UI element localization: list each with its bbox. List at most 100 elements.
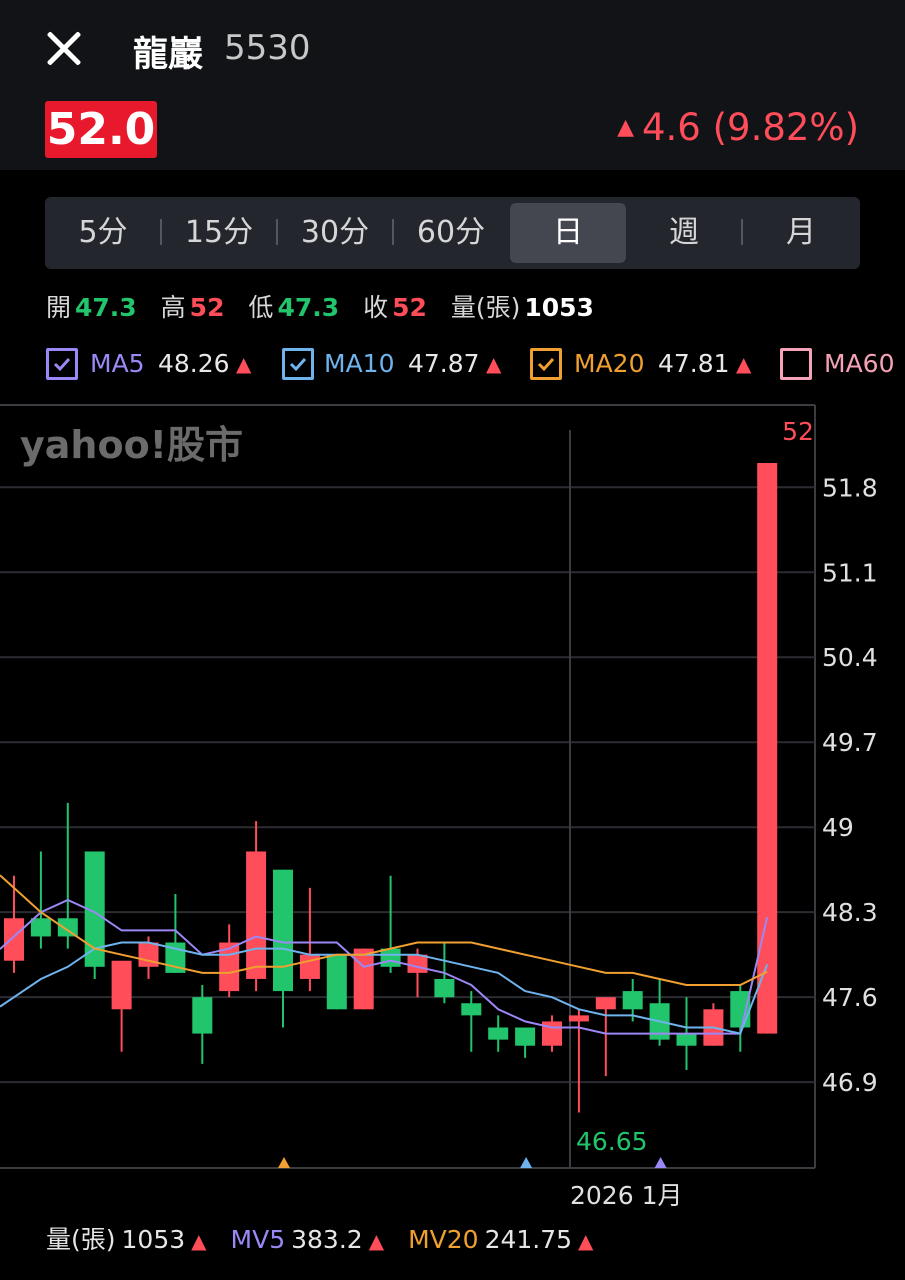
candle-body bbox=[461, 1003, 482, 1016]
event-marker-icon bbox=[654, 1157, 667, 1168]
candle-body bbox=[353, 948, 374, 1010]
candle bbox=[4, 875, 24, 973]
ma5-value: 48.26 bbox=[158, 349, 230, 378]
up-arrow-icon: ▲ bbox=[617, 115, 634, 140]
mv5-value: 383.2 bbox=[291, 1225, 363, 1254]
open-value: 47.3 bbox=[75, 293, 137, 322]
candle bbox=[326, 954, 347, 1010]
candle-body bbox=[273, 869, 293, 992]
stock-code: 5530 bbox=[224, 28, 311, 68]
volume-value: 1053 bbox=[524, 293, 594, 322]
ma20-line-edge bbox=[0, 874, 15, 889]
min-price-label: 46.65 bbox=[576, 1127, 648, 1156]
up-arrow-icon: ▲ bbox=[191, 1229, 207, 1253]
low-value: 47.3 bbox=[277, 293, 340, 322]
period-5min[interactable]: 5分 bbox=[78, 215, 128, 250]
candle-body bbox=[4, 918, 24, 961]
period-30min[interactable]: 30分 bbox=[300, 215, 370, 250]
candle bbox=[730, 985, 751, 1052]
period-week[interactable]: 週 bbox=[669, 215, 699, 250]
ma-legend: MA5 48.26 ▲ MA10 47.87 ▲ MA20 47.81 ▲ MA… bbox=[46, 346, 905, 382]
candle bbox=[515, 1027, 536, 1058]
candle-body bbox=[192, 997, 213, 1034]
divider bbox=[741, 219, 743, 245]
candle-body bbox=[111, 960, 132, 1010]
candle-body bbox=[488, 1027, 509, 1040]
candle bbox=[461, 991, 482, 1052]
candle-body bbox=[595, 997, 616, 1010]
candlestick-chart[interactable]: 51.8 51.1 50.4 49.7 49 48.3 47.6 46.9 yahoo!股市 52… bbox=[0, 400, 905, 1215]
period-day[interactable]: 日 bbox=[510, 203, 626, 263]
candle-body bbox=[30, 918, 51, 937]
period-month[interactable]: 月 bbox=[786, 215, 816, 250]
mv20-label: MV20 bbox=[408, 1225, 479, 1254]
stock-header: 龍巖 5530 52.0 ▲ 4.6 (9.82%) bbox=[0, 0, 905, 170]
up-arrow-icon: ▲ bbox=[578, 1229, 594, 1253]
checkbox-checked-icon[interactable] bbox=[46, 348, 78, 380]
y-tick-label: 48.3 bbox=[822, 898, 878, 927]
close-icon[interactable] bbox=[38, 22, 90, 74]
candle-body bbox=[434, 978, 455, 998]
candle-body bbox=[730, 991, 751, 1028]
candle-body bbox=[568, 1015, 589, 1022]
period-15min[interactable]: 15分 bbox=[184, 215, 254, 250]
candle bbox=[138, 936, 159, 979]
ma10-line-edge bbox=[0, 996, 15, 1008]
ma20-line bbox=[13, 887, 768, 986]
candle bbox=[57, 802, 78, 949]
candle bbox=[299, 887, 320, 992]
change-value: 4.6 (9.82%) bbox=[641, 106, 859, 149]
candle bbox=[542, 1015, 562, 1052]
volume-legend: 量(張) 1053 ▲ MV5 383.2 ▲ MV20 241.75 ▲ bbox=[46, 1220, 617, 1256]
candle-body bbox=[676, 1033, 697, 1046]
up-arrow-icon: ▲ bbox=[368, 1229, 385, 1253]
y-tick-label: 49.7 bbox=[822, 728, 878, 757]
price-change: ▲ 4.6 (9.82%) bbox=[617, 106, 859, 149]
ma10-value: 47.87 bbox=[408, 349, 480, 378]
period-60min[interactable]: 60分 bbox=[416, 215, 486, 250]
ma20-label: MA20 bbox=[574, 349, 645, 378]
candle-body bbox=[246, 851, 267, 979]
checkbox-checked-icon[interactable] bbox=[282, 348, 314, 380]
close-value: 52 bbox=[392, 293, 427, 322]
mv20-value: 241.75 bbox=[484, 1225, 573, 1254]
candle-body bbox=[515, 1027, 536, 1046]
candle-body bbox=[299, 954, 320, 979]
divider bbox=[276, 219, 278, 245]
yahoo-logo: yahoo!股市 bbox=[20, 423, 243, 467]
divider bbox=[160, 219, 162, 245]
event-marker-icon bbox=[520, 1157, 533, 1168]
y-tick-label: 47.6 bbox=[822, 983, 878, 1012]
ma60-label: MA60 bbox=[824, 349, 895, 378]
up-arrow-icon: ▲ bbox=[236, 352, 252, 376]
candle-body bbox=[407, 954, 428, 973]
candle bbox=[353, 948, 374, 1010]
max-price-label: 52 bbox=[782, 417, 814, 446]
ma10-line bbox=[13, 941, 769, 1035]
ma10-label: MA10 bbox=[324, 349, 395, 378]
ma5-line bbox=[13, 898, 769, 1035]
ma5-label: MA5 bbox=[90, 349, 145, 378]
volume-label: 量(張) bbox=[450, 293, 521, 322]
open-label: 開 bbox=[46, 293, 72, 322]
high-label: 高 bbox=[160, 293, 186, 322]
ma5-line-edge bbox=[0, 935, 15, 950]
up-arrow-icon: ▲ bbox=[486, 352, 502, 376]
checkbox-unchecked-icon[interactable] bbox=[780, 348, 812, 380]
y-tick-label: 51.1 bbox=[822, 558, 878, 587]
candle bbox=[488, 1015, 509, 1052]
mv5-label: MV5 bbox=[230, 1225, 286, 1254]
candle bbox=[219, 924, 240, 998]
candle-body bbox=[380, 948, 401, 967]
stock-name: 龍巖 bbox=[133, 35, 204, 75]
y-tick-label: 50.4 bbox=[822, 643, 878, 672]
checkbox-checked-icon[interactable] bbox=[530, 348, 562, 380]
candle bbox=[84, 851, 105, 979]
candle bbox=[246, 821, 267, 992]
vol-label: 量(張) bbox=[46, 1225, 116, 1254]
y-tick-label: 46.9 bbox=[822, 1068, 878, 1097]
up-arrow-icon: ▲ bbox=[736, 352, 752, 376]
candle-body bbox=[84, 851, 105, 967]
candle-body bbox=[757, 463, 778, 1034]
vol-value: 1053 bbox=[121, 1225, 186, 1254]
